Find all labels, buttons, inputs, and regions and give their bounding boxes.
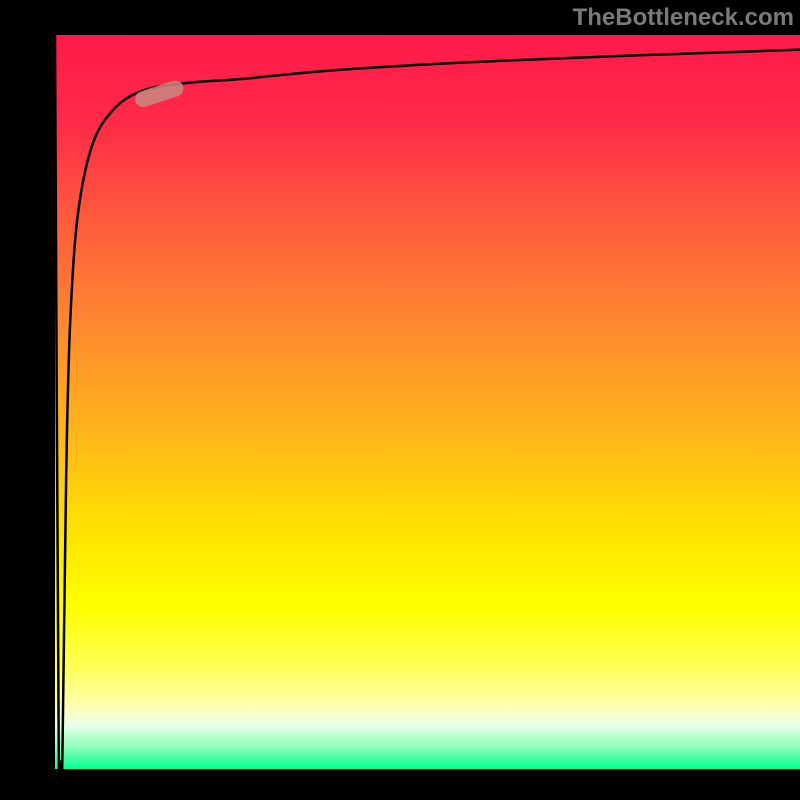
plot-area [55, 35, 800, 769]
watermark-text: TheBottleneck.com [573, 4, 794, 32]
chart-svg [0, 0, 800, 800]
chart-container: TheBottleneck.com [0, 0, 800, 800]
